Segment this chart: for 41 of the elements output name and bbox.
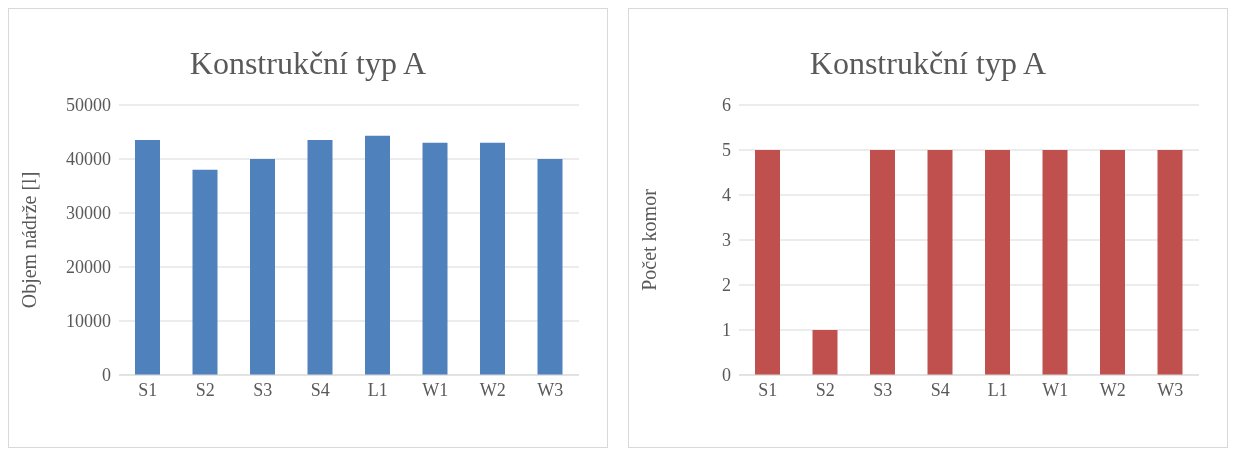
chart-title: Konstrukční typ A [188, 45, 428, 83]
y-tick-label: 3 [722, 230, 731, 251]
y-tick-label: 20000 [66, 257, 111, 278]
y-tick-label: 40000 [66, 149, 111, 170]
x-tick-label: S1 [138, 379, 158, 400]
x-tick-label: W3 [1157, 379, 1184, 400]
y-tick-label: 50000 [66, 95, 111, 116]
x-tick-label: L1 [987, 379, 1008, 400]
x-tick-label: W2 [479, 379, 506, 400]
y-axis-title: Počet komor [638, 188, 661, 291]
bar [480, 142, 505, 375]
y-axis-title: Objem nádrže [l] [18, 171, 42, 309]
y-tick-label: 4 [722, 185, 731, 206]
bar [365, 135, 390, 375]
bar [135, 140, 160, 375]
y-tick-label: 0 [722, 365, 731, 386]
bar [192, 169, 218, 375]
x-tick-label: S2 [195, 379, 215, 400]
x-tick-label: S2 [815, 379, 835, 400]
x-tick-label: S4 [930, 379, 950, 400]
y-tick-label: 2 [722, 275, 731, 296]
chart-title: Konstrukční typ A [808, 45, 1048, 83]
x-tick-label: W2 [1099, 379, 1126, 400]
x-tick-label: W3 [537, 379, 564, 400]
y-tick-label: 30000 [66, 203, 111, 224]
bar [422, 142, 448, 375]
y-tick-label: 1 [722, 320, 731, 341]
x-tick-label: S1 [758, 379, 778, 400]
y-tick-label: 6 [722, 95, 731, 116]
x-tick-label: W1 [422, 379, 449, 400]
y-tick-label: 0 [102, 365, 111, 386]
bar [537, 159, 563, 375]
x-tick-label: W1 [1042, 379, 1069, 400]
x-tick-label: S3 [253, 379, 273, 400]
y-tick-label: 5 [722, 140, 731, 161]
x-tick-label: S4 [310, 379, 330, 400]
x-tick-label: L1 [367, 379, 388, 400]
y-tick-label: 10000 [66, 311, 111, 332]
bar [250, 159, 275, 375]
bar [307, 140, 333, 375]
x-tick-label: S3 [873, 379, 893, 400]
